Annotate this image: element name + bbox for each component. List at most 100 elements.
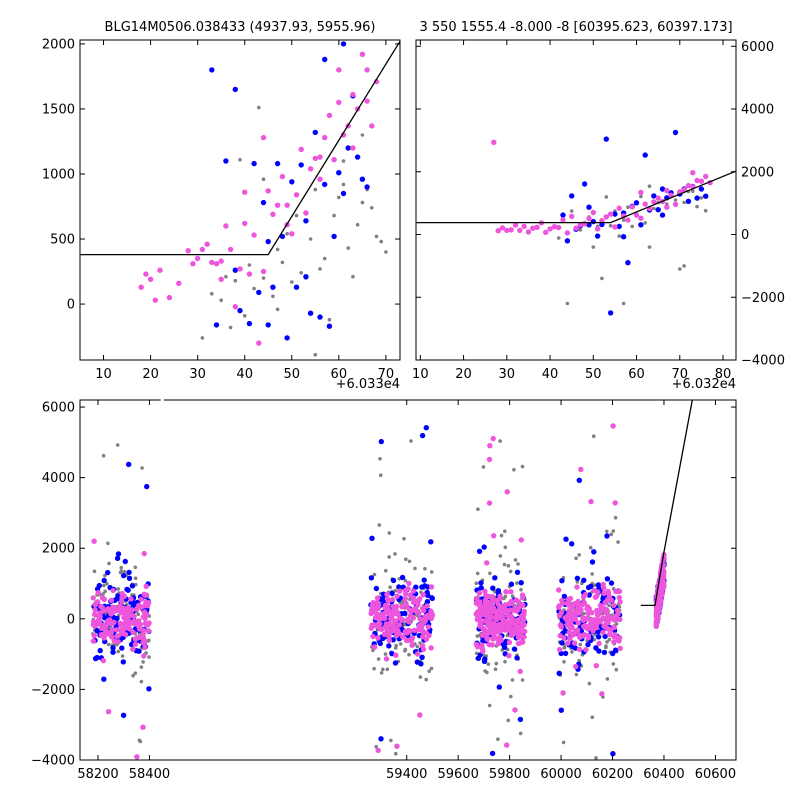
- data-point-blue: [591, 549, 597, 555]
- data-point-pink: [506, 653, 512, 659]
- data-point-pink: [370, 599, 376, 606]
- data-point-pink: [495, 641, 501, 647]
- data-point-pink: [569, 625, 575, 631]
- data-point-blue: [428, 539, 434, 545]
- data-point-pink: [610, 423, 616, 429]
- data-point-gray: [384, 568, 388, 573]
- data-point-gray: [147, 655, 151, 659]
- data-point-gray: [647, 184, 652, 188]
- data-point-pink: [654, 613, 661, 620]
- data-point-gray: [346, 246, 351, 250]
- data-point-pink: [566, 613, 573, 620]
- data-point-blue: [596, 648, 602, 654]
- data-point-pink: [584, 606, 590, 612]
- data-point-blue: [96, 582, 103, 589]
- data-point-gray: [280, 260, 285, 265]
- model-line: [416, 170, 736, 224]
- data-point-pink: [408, 608, 415, 614]
- data-point-blue: [336, 170, 342, 176]
- data-point-pink: [91, 620, 97, 626]
- data-point-pink: [91, 611, 98, 618]
- data-point-gray: [569, 209, 574, 213]
- data-point-gray: [520, 678, 525, 682]
- data-point-pink: [586, 215, 592, 222]
- data-point-pink: [427, 614, 433, 620]
- data-point-pink: [130, 629, 136, 635]
- data-point-pink: [577, 634, 583, 640]
- data-point-pink: [336, 67, 342, 73]
- data-point-blue: [610, 650, 616, 657]
- data-point-gray: [594, 756, 598, 760]
- data-point-blue: [517, 716, 524, 723]
- data-point-blue: [564, 238, 571, 244]
- data-point-pink: [479, 642, 485, 648]
- data-point-pink: [312, 155, 318, 162]
- data-point-blue: [279, 233, 286, 240]
- data-point-gray: [481, 465, 486, 469]
- data-point-gray: [141, 660, 145, 664]
- data-point-blue: [581, 577, 587, 583]
- x-tick-label: 58400: [129, 767, 170, 782]
- data-point-gray: [407, 652, 411, 657]
- data-point-pink: [611, 624, 617, 630]
- data-point-blue: [386, 643, 392, 649]
- data-point-gray: [699, 196, 704, 200]
- data-point-pink: [489, 642, 495, 648]
- data-point-blue: [122, 558, 128, 565]
- data-point-pink: [386, 633, 392, 640]
- data-point-pink: [616, 588, 623, 595]
- data-point-pink: [656, 597, 663, 603]
- data-point-pink: [383, 656, 390, 662]
- panel-top-right-title: 3 550 1555.4 -8.000 -8 [60395.623, 60397…: [419, 20, 732, 35]
- data-point-pink: [138, 284, 144, 290]
- data-point-blue: [368, 575, 375, 581]
- data-point-pink: [503, 620, 509, 626]
- data-point-pink: [303, 210, 309, 216]
- y-tick-label: 4000: [42, 471, 75, 486]
- data-point-pink: [504, 742, 510, 748]
- data-point-gray: [138, 739, 143, 744]
- data-point-blue: [144, 483, 150, 490]
- data-point-pink: [474, 616, 480, 622]
- data-point-gray: [355, 222, 360, 227]
- data-point-pink: [654, 608, 661, 614]
- data-point-gray: [318, 267, 322, 271]
- panel-top-left-ticks: 10 20 30 40 50 60 70 0 500 1000 1500 2000: [42, 37, 400, 382]
- data-point-pink: [374, 595, 381, 601]
- data-point-pink: [625, 217, 631, 223]
- data-point-gray: [393, 588, 398, 593]
- data-point-gray: [565, 301, 570, 306]
- data-point-pink: [90, 638, 97, 644]
- data-point-pink: [375, 635, 381, 641]
- data-point-gray: [409, 439, 413, 443]
- data-point-blue: [124, 586, 130, 593]
- data-point-pink: [108, 597, 115, 603]
- data-point-pink: [556, 587, 562, 593]
- y-tick-label: 0: [67, 612, 75, 627]
- data-point-blue: [213, 322, 220, 328]
- data-point-blue: [604, 533, 610, 539]
- data-point-pink: [496, 613, 503, 620]
- data-point-pink: [382, 624, 388, 631]
- data-point-pink: [218, 276, 224, 282]
- data-point-pink: [611, 615, 617, 621]
- data-point-gray: [247, 263, 252, 267]
- data-point-pink: [519, 613, 525, 619]
- data-point-blue: [114, 555, 121, 561]
- data-point-pink: [664, 187, 670, 194]
- data-point-pink: [392, 618, 398, 625]
- data-point-pink: [111, 619, 117, 626]
- data-point-pink: [317, 176, 323, 182]
- data-point-blue: [586, 222, 592, 228]
- data-point-pink: [514, 623, 521, 629]
- data-point-pink: [410, 588, 417, 594]
- data-point-gray: [607, 637, 612, 642]
- data-point-pink: [520, 617, 527, 623]
- data-point-pink: [560, 690, 566, 696]
- data-point-blue: [105, 569, 111, 576]
- data-point-blue: [270, 284, 276, 290]
- data-point-gray: [617, 234, 621, 238]
- data-point-blue: [120, 659, 127, 665]
- data-point-blue: [694, 195, 700, 201]
- data-point-gray: [424, 677, 429, 682]
